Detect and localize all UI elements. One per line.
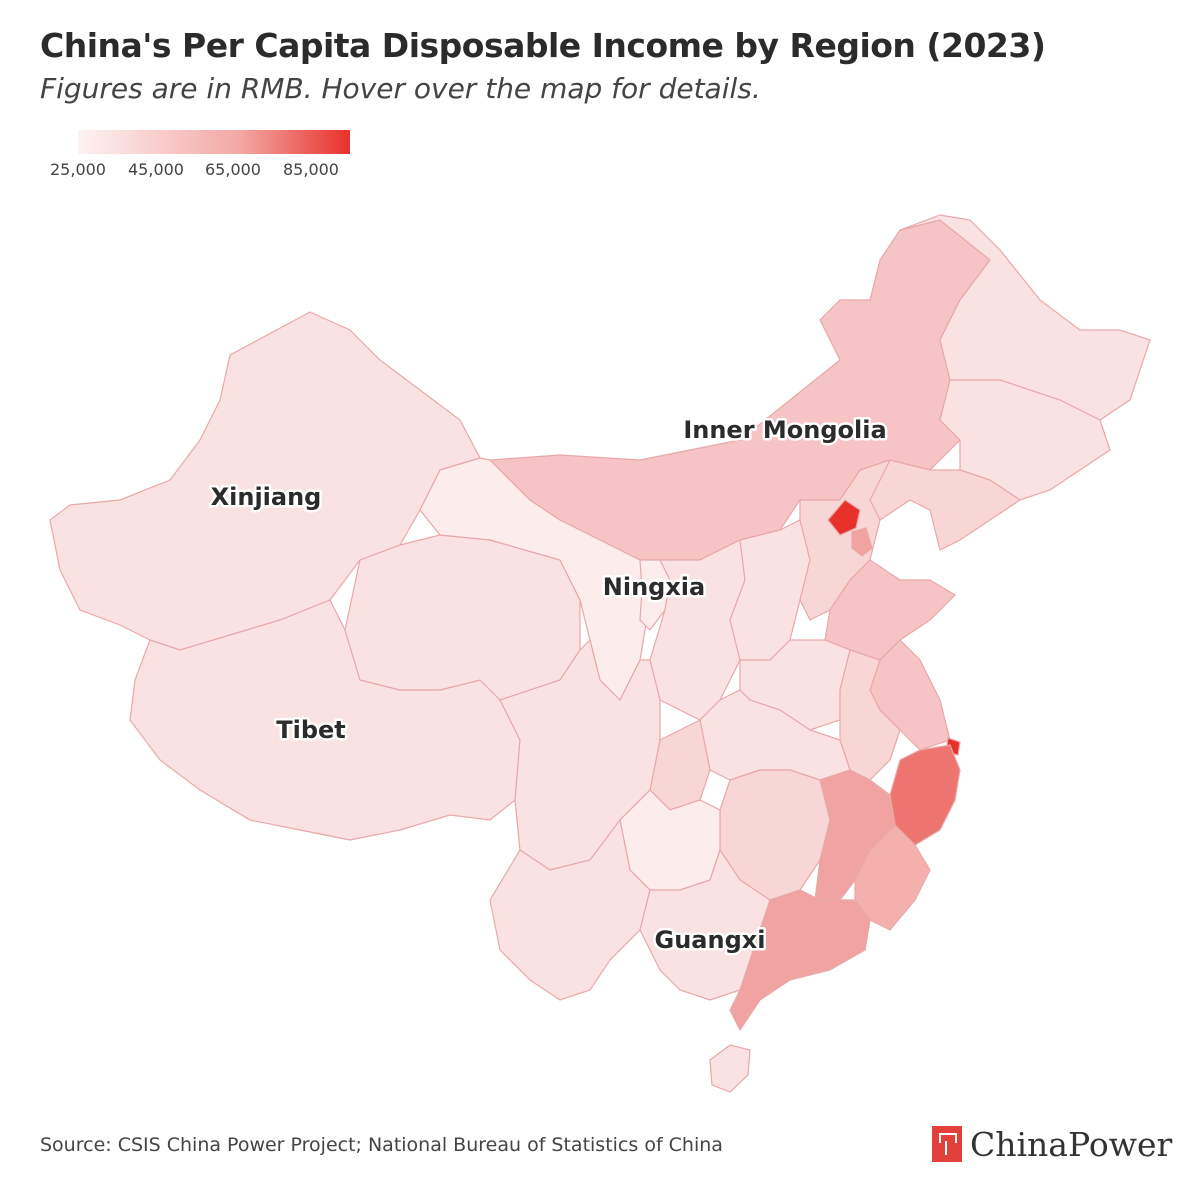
- chinapower-logo: ChinaPower: [932, 1124, 1172, 1164]
- region-sichuan[interactable]: [499, 638, 661, 871]
- legend-tick-65000: 65,000: [205, 160, 261, 179]
- page-title: China's Per Capita Disposable Income by …: [40, 26, 1046, 65]
- color-legend: 25,000 45,000 65,000 85,000: [40, 128, 360, 184]
- label-ningxia: Ningxia: [603, 573, 705, 601]
- label-tibet: Tibet: [276, 716, 346, 744]
- page-subtitle: Figures are in RMB. Hover over the map f…: [40, 72, 761, 105]
- label-inner-mongolia: Inner Mongolia: [683, 416, 886, 444]
- chinapower-logo-icon: [932, 1126, 962, 1162]
- china-choropleth-map: Inner Mongolia Xinjiang Ningxia Tibet Gu…: [49, 214, 1151, 1093]
- region-qinghai[interactable]: [344, 534, 581, 701]
- legend-tick-85000: 85,000: [283, 160, 339, 179]
- legend-tick-25000: 25,000: [50, 160, 106, 179]
- region-shaanxi[interactable]: [649, 539, 746, 721]
- region-anhui[interactable]: [839, 649, 901, 781]
- legend-gradient-bar: [78, 130, 350, 154]
- region-tianjin[interactable]: [851, 527, 873, 557]
- region-beijing[interactable]: [827, 499, 861, 536]
- chinapower-logo-text: ChinaPower: [970, 1124, 1173, 1164]
- label-guangxi: Guangxi: [655, 926, 766, 954]
- label-xinjiang: Xinjiang: [211, 483, 322, 511]
- source-note: Source: CSIS China Power Project; Nation…: [40, 1134, 723, 1156]
- region-guangdong[interactable]: [729, 889, 871, 1032]
- region-fujian[interactable]: [854, 824, 931, 931]
- region-hainan[interactable]: [709, 1044, 751, 1093]
- region-inner-mongolia[interactable]: [488, 219, 991, 561]
- region-yunnan[interactable]: [489, 818, 651, 1001]
- legend-tick-45000: 45,000: [128, 160, 184, 179]
- region-shanxi[interactable]: [729, 519, 811, 661]
- region-heilongjiang[interactable]: [899, 214, 1151, 421]
- region-gansu[interactable]: [419, 457, 651, 702]
